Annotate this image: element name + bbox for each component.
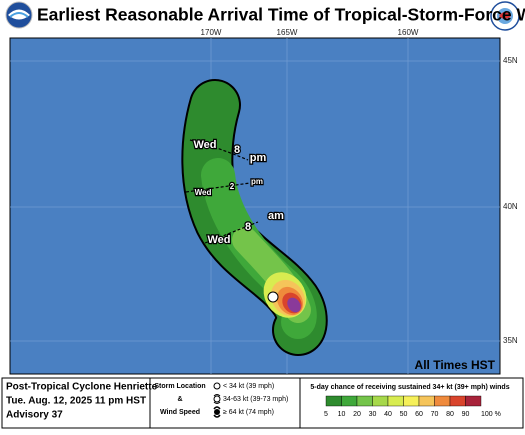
colorbar-label: 100 % [481,411,501,418]
key-item: 34-63 kt (39-73 mph) [223,396,288,403]
colorbar-cell [465,395,482,407]
colorbar-cell [356,395,373,407]
time-period: pm [250,152,267,164]
time-day: Wed [193,139,216,151]
colorbar-label: 10 [338,411,346,418]
colorbar-cell [325,395,342,407]
colorbar-label: 60 [415,411,423,418]
colorbar-cell [341,395,358,407]
time-zone-note: All Times HST [415,358,496,372]
colorbar-title: 5-day chance of receiving sustained 34+ … [310,384,509,391]
title: Earliest Reasonable Arrival Time of Trop… [37,5,525,25]
colorbar-cell [372,395,389,407]
axis-labels: 170W 165W 160W 45N 40N 35N [201,28,518,345]
colorbar-cell [449,395,466,407]
colorbar-label: 20 [353,411,361,418]
time-day: Wed [207,234,230,246]
storm-name: Post-Tropical Cyclone Henriette [6,382,158,393]
time-period: am [268,210,284,222]
time-day: Wed [195,188,212,197]
lon-label: 160W [398,28,419,37]
colorbar-label: 5 [324,411,328,418]
colorbar-label: 50 [400,411,408,418]
lat-label: 45N [503,56,518,65]
storm-key: Storm Location & Wind Speed < 34 kt (39 mph… [154,382,288,418]
lon-label: 165W [277,28,298,37]
colorbar-label: 40 [384,411,392,418]
key-title: & [177,396,182,403]
time-period: pm [251,177,263,186]
lon-label: 170W [201,28,222,37]
ocean [9,37,501,375]
time-hour: 8 [245,221,251,233]
colorbar-label: 70 [431,411,439,418]
advisory: Advisory 37 [6,410,63,421]
colorbar-label: 90 [462,411,470,418]
noaa-logo [5,1,33,29]
colorbar-label: 80 [446,411,454,418]
key-title: Wind Speed [160,409,200,416]
issued-time: Tue. Aug. 12, 2025 11 pm HST [6,396,146,407]
storm-location [267,291,279,303]
probability-swath [181,79,328,356]
colorbar: 5 10 20 30 40 50 60 70 80 90 100 % [324,395,501,418]
colorbar-cell [418,395,435,407]
time-hour: 8 [234,144,240,156]
key-item: ≥ 64 kt (74 mph) [223,409,274,416]
key-title: Storm Location [154,383,205,390]
time-hour: 2 [230,182,235,191]
lat-label: 35N [503,336,518,345]
nws-logo [490,1,520,31]
colorbar-cell [403,395,420,407]
colorbar-label: 30 [369,411,377,418]
time-lines [185,139,259,244]
lat-label: 40N [503,202,518,211]
colorbar-cell [434,395,451,407]
time-labels: Wed 8 pm Wed 2 pm Wed 8 am [192,138,285,247]
key-item: < 34 kt (39 mph) [223,383,274,390]
colorbar-cell [387,395,404,407]
